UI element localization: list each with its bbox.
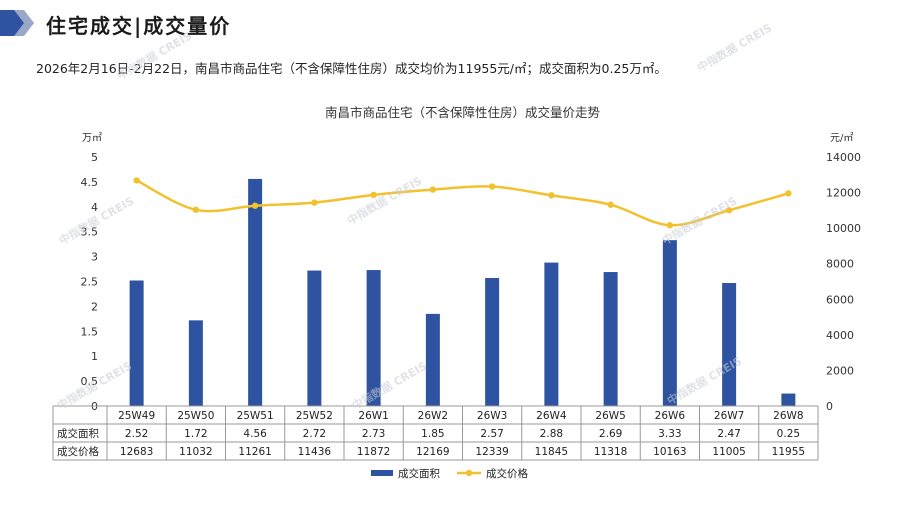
bar-area [307,270,322,406]
y-right-tick-label: 10000 [826,222,861,235]
table-cell: 4.56 [243,428,267,440]
watermark: 中指数据 CREIS [345,173,425,227]
y-left-tick-label: 1 [91,350,98,363]
price-point [666,222,674,229]
table-cell: 0.25 [777,428,800,440]
table-cell: 11005 [712,446,745,458]
y-right-tick-label: 0 [826,400,833,413]
y-left-tick-label: 5 [91,151,98,164]
y-left-tick-label: 3 [91,251,98,264]
price-point [133,177,140,184]
table-cell: 1.72 [184,428,207,440]
title-decoration-icon [0,10,34,36]
table-cell: 11436 [298,446,332,458]
x-category-label: 26W2 [418,410,448,422]
price-point [607,201,614,208]
bar-area [722,282,737,406]
section-title: 住宅成交|成交量价 [46,14,232,38]
y-right-tick-label: 14000 [826,151,861,164]
table-cell: 2.88 [540,428,563,440]
legend-line-label: 成交价格 [486,467,528,480]
table-cell: 11261 [238,446,271,458]
watermark: 中指数据 CREIS [660,193,740,247]
table-cell: 12169 [416,446,449,458]
table-cell: 3.33 [658,428,681,440]
watermark: 中指数据 CREIS [350,358,430,412]
table-cell: 11032 [179,446,212,458]
x-category-label: 26W1 [358,410,388,422]
legend-bar-swatch [371,470,393,476]
y-left-tick-label: 2 [91,300,98,313]
table-cell: 11955 [772,446,805,458]
table-cell: 2.73 [362,428,385,440]
price-point [548,192,555,199]
legend-bar-label: 成交面积 [398,467,440,480]
legend-line-marker [465,469,473,477]
y-right-unit: 元/㎡ [830,132,853,144]
table-cell: 2.47 [717,428,740,440]
x-category-label: 25W49 [118,410,155,422]
y-left-unit: 万㎡ [82,132,102,144]
table-cell: 11845 [535,446,568,458]
y-right-tick-label: 12000 [826,187,861,200]
table-cell: 12683 [120,446,153,458]
table-cell: 12339 [475,446,508,458]
y-right-tick-label: 8000 [826,258,854,271]
y-right-tick-label: 2000 [826,364,854,377]
price-point [725,207,733,214]
table-cell: 2.72 [303,428,326,440]
x-category-label: 25W51 [237,410,274,422]
table-cell: 10163 [653,446,686,458]
y-left-tick-label: 0.5 [81,375,99,388]
bar-area [425,313,440,406]
x-category-label: 26W6 [655,410,686,422]
price-point [488,183,496,190]
price-point [370,191,377,199]
y-left-tick-label: 3.5 [81,226,99,239]
table-cell: 2.69 [599,428,622,440]
x-category-label: 26W8 [773,410,803,422]
table-cell: 1.85 [421,428,444,440]
x-category-label: 26W4 [536,410,567,422]
y-right-tick-label: 4000 [826,329,854,342]
price-point [251,202,259,209]
bar-area [485,278,500,406]
x-category-label: 26W7 [714,410,744,422]
table-row-label: 成交面积 [57,427,99,440]
summary-text: 2026年2月16日-2月22日，南昌市商品住宅（不含保障性住房）成交均价为11… [36,61,667,76]
price-point [311,199,318,206]
y-right-tick-label: 6000 [826,293,854,306]
bar-area [129,280,144,406]
price-point [192,206,200,213]
watermark: 中指数据 CREIS [695,20,775,74]
bar-area [366,270,381,406]
table-cell: 11872 [357,446,390,458]
table-cell: 2.52 [125,428,148,440]
page-header: 住宅成交|成交量价 [0,0,897,44]
bar-area [248,178,263,406]
table-row-label: 成交价格 [57,445,99,458]
bar-area [781,393,796,406]
bar-area [188,320,203,406]
chart-title: 南昌市商品住宅（不含保障性住房）成交量价走势 [325,105,601,120]
table-cell: 2.57 [480,428,503,440]
watermark: 中指数据 CREIS [115,28,195,82]
price-point [785,190,792,197]
y-left-tick-label: 4 [91,201,98,214]
y-left-tick-label: 1.5 [81,325,99,338]
x-category-label: 25W52 [296,410,333,422]
price-point [429,186,437,193]
bar-area [603,272,618,406]
table-cell: 11318 [594,446,627,458]
y-left-tick-label: 2.5 [81,276,99,289]
bar-area [662,240,677,406]
bar-area [544,262,559,406]
x-category-label: 26W3 [477,410,507,422]
x-category-label: 26W5 [595,410,625,422]
x-category-label: 25W50 [177,410,214,422]
y-left-tick-label: 4.5 [81,176,99,189]
